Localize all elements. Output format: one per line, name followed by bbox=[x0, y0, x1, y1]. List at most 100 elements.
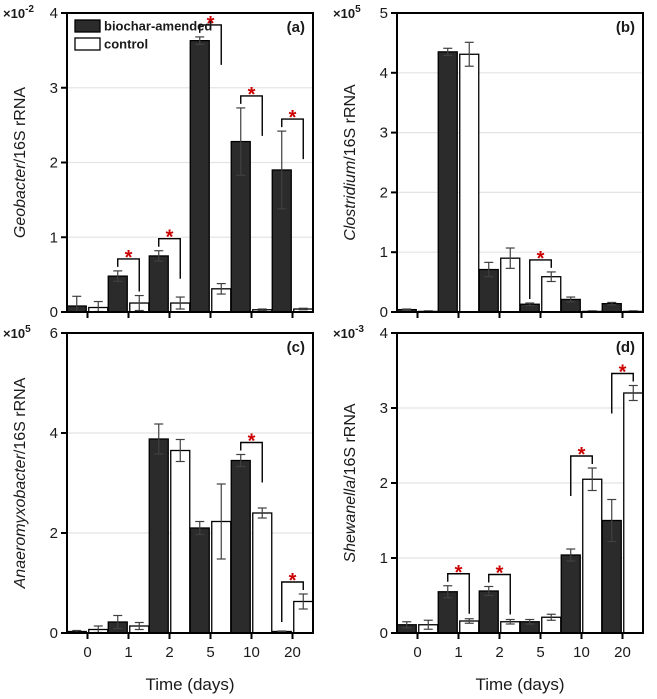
panel-letter: (d) bbox=[616, 339, 635, 356]
error-bar-biochar-day1 bbox=[113, 614, 123, 630]
error-bar-biochar-day20 bbox=[607, 301, 617, 306]
error-bar-control-day2 bbox=[505, 247, 515, 269]
x-tick-label-day1: 1 bbox=[454, 644, 462, 661]
significance-bracket-day20 bbox=[611, 372, 634, 414]
error-bar-biochar-day0 bbox=[402, 621, 412, 629]
significance-bracket-day1 bbox=[117, 258, 140, 292]
x-tick-label-day20: 20 bbox=[284, 644, 301, 661]
x-tick-label-day2: 2 bbox=[495, 644, 503, 661]
x-tick-label-day20: 20 bbox=[614, 644, 631, 661]
panel-c-chart: * * 0 2 4 6 0 1 2 5 10 20 Time (days) ×105 Anaeromyxob… bbox=[3, 324, 314, 694]
error-bar-biochar-day1 bbox=[113, 270, 123, 282]
y-scale-label: ×10-2 bbox=[3, 4, 34, 21]
bar-biochar-day1 bbox=[437, 51, 458, 313]
y-tick-label-2: 2 bbox=[50, 525, 58, 542]
x-axis-title: Time (days) bbox=[475, 675, 564, 694]
error-bar-biochar-day2 bbox=[154, 250, 164, 262]
x-tick-label-day1: 1 bbox=[124, 644, 132, 661]
significance-bracket-day20 bbox=[281, 581, 304, 622]
bar-control-day2 bbox=[170, 449, 191, 634]
error-bar-control-day20 bbox=[298, 593, 308, 610]
bar-control-day10 bbox=[252, 512, 273, 634]
legend-swatch-dark bbox=[74, 19, 101, 33]
significance-star-day1: * bbox=[455, 562, 463, 584]
panel-letter: (a) bbox=[287, 19, 305, 36]
error-bar-biochar-day20 bbox=[277, 630, 287, 633]
significance-star-day20: * bbox=[289, 570, 297, 592]
y-axis-title: Shewanella/16S rRNA bbox=[342, 403, 359, 563]
error-bar-biochar-day20 bbox=[277, 130, 287, 210]
error-bar-biochar-day0 bbox=[402, 308, 412, 311]
error-bar-control-day1 bbox=[464, 618, 474, 624]
error-bar-biochar-day10 bbox=[236, 107, 246, 176]
bar-biochar-day10 bbox=[230, 459, 251, 634]
significance-bracket-day2 bbox=[488, 573, 511, 615]
bar-control-day10 bbox=[582, 478, 603, 634]
error-bar-biochar-day5 bbox=[195, 520, 205, 536]
x-tick-label-day10: 10 bbox=[243, 644, 260, 661]
error-bar-control-day1 bbox=[464, 41, 474, 67]
y-tick-label-3: 3 bbox=[380, 400, 388, 417]
error-bar-biochar-day1 bbox=[443, 585, 453, 599]
x-axis-title: Time (days) bbox=[145, 675, 234, 694]
error-bar-biochar-day2 bbox=[154, 423, 164, 455]
bar-biochar-day10 bbox=[560, 554, 581, 634]
y-tick-label-4: 4 bbox=[380, 65, 388, 82]
error-bar-biochar-day5 bbox=[525, 618, 535, 625]
error-bar-biochar-day10 bbox=[566, 296, 576, 303]
error-bar-control-day1 bbox=[134, 621, 144, 631]
y-scale-label: ×105 bbox=[3, 324, 31, 341]
panel-d-chart: * * * * 0 1 2 3 4 0 1 2 5 10 20 Time (days) ×10-3 Shewane… bbox=[333, 324, 644, 694]
significance-bracket-day5 bbox=[199, 24, 222, 65]
legend-label-dark: biochar-amended bbox=[104, 19, 212, 34]
bar-control-day1 bbox=[459, 53, 480, 313]
y-tick-label-1: 1 bbox=[380, 244, 388, 261]
y-tick-label-0: 0 bbox=[380, 304, 388, 318]
error-bar-biochar-day1 bbox=[443, 47, 453, 57]
error-bar-biochar-day10 bbox=[566, 548, 576, 562]
y-tick-label-4: 4 bbox=[50, 5, 58, 22]
significance-star-day20: * bbox=[619, 362, 627, 384]
significance-star-day5: * bbox=[207, 13, 215, 35]
bar-biochar-day5 bbox=[189, 40, 210, 313]
error-bar-control-day5 bbox=[546, 271, 556, 283]
y-tick-label-0: 0 bbox=[50, 625, 58, 642]
significance-star-day2: * bbox=[166, 227, 174, 249]
error-bar-control-day2 bbox=[175, 438, 185, 463]
y-tick-label-4: 4 bbox=[50, 425, 58, 442]
x-tick-label-day0: 0 bbox=[413, 644, 421, 661]
x-tick-label-day2: 2 bbox=[165, 644, 173, 661]
plot-frame bbox=[66, 332, 314, 634]
significance-star-day1: * bbox=[125, 247, 133, 269]
y-axis-title: Anaeromyxobacter/16S rRNA bbox=[12, 377, 29, 589]
panel-letter: (b) bbox=[616, 19, 635, 36]
legend-swatch-light bbox=[74, 37, 101, 51]
significance-star-day10: * bbox=[578, 444, 586, 466]
error-bar-control-day5 bbox=[216, 483, 226, 560]
y-tick-label-6: 6 bbox=[50, 325, 58, 342]
significance-star-day5: * bbox=[537, 248, 545, 270]
significance-bracket-day10 bbox=[240, 95, 263, 136]
x-tick-label-day5: 5 bbox=[206, 644, 214, 661]
y-axis-title: Clostridium/16S rRNA bbox=[342, 84, 359, 241]
error-bar-biochar-day5 bbox=[525, 302, 535, 307]
bar-biochar-day2 bbox=[148, 255, 169, 313]
panel-a-chart: * * * * * 0 1 2 3 4 ×10-2 Geobacter/16S rRNA (a) bioc… bbox=[3, 4, 314, 318]
error-bar-biochar-day5 bbox=[195, 36, 205, 45]
significance-star-day10: * bbox=[248, 84, 256, 106]
error-bar-biochar-day20 bbox=[607, 498, 617, 543]
y-axis-title: Geobacter/16S rRNA bbox=[12, 87, 29, 239]
significance-bracket-day10 bbox=[240, 441, 263, 483]
y-tick-label-1: 1 bbox=[50, 229, 58, 246]
error-bar-control-day20 bbox=[628, 384, 638, 402]
significance-star-day20: * bbox=[289, 107, 297, 129]
error-bar-control-day5 bbox=[216, 282, 226, 295]
error-bar-control-day2 bbox=[505, 618, 515, 625]
error-bar-biochar-day2 bbox=[484, 261, 494, 278]
significance-bracket-day10 bbox=[570, 455, 593, 496]
significance-star-day2: * bbox=[496, 563, 504, 585]
significance-bracket-day2 bbox=[158, 238, 181, 279]
x-tick-label-day10: 10 bbox=[573, 644, 590, 661]
error-bar-biochar-day10 bbox=[236, 453, 246, 468]
